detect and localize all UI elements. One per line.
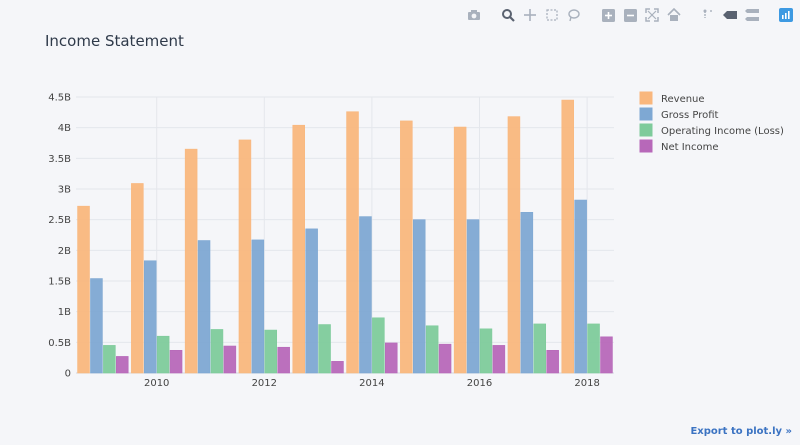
x-tick-label: 2010 <box>144 378 169 389</box>
y-tick-label: 2.5B <box>48 215 71 226</box>
bar-gross-profit-2009 <box>90 278 103 374</box>
y-tick-label: 3.5B <box>48 154 71 165</box>
zoom-out-icon[interactable] <box>622 7 638 23</box>
legend-label: Net Income <box>661 142 719 153</box>
bar-operating-income-loss-2014 <box>372 317 385 374</box>
bar-gross-profit-2010 <box>143 260 157 374</box>
export-link[interactable]: Export to plot.ly » <box>690 426 792 437</box>
plotly-logo-icon[interactable] <box>778 7 794 23</box>
x-tick-label: 2014 <box>359 378 384 389</box>
bar-net-income-2012 <box>277 346 290 374</box>
bar-gross-profit-2016 <box>466 219 480 374</box>
bar-net-income-2014 <box>385 342 398 374</box>
reset-axes-icon[interactable] <box>666 7 682 23</box>
bar-net-income-2016 <box>492 345 506 374</box>
bar-operating-income-loss-2015 <box>425 325 439 374</box>
y-tick-label: 4B <box>58 123 71 134</box>
spike-lines-icon[interactable] <box>700 7 716 23</box>
x-tick-label: 2012 <box>252 378 277 389</box>
y-tick-label: 4.5B <box>48 93 71 104</box>
y-tick-label: 1B <box>58 307 71 318</box>
legend-swatch <box>639 107 653 121</box>
bar-net-income-2009 <box>116 356 129 374</box>
hover-closest-icon[interactable] <box>722 7 738 23</box>
bar-operating-income-loss-2018 <box>587 323 600 374</box>
y-tick-label: 0.5B <box>48 338 71 349</box>
bar-operating-income-loss-2009 <box>103 345 116 374</box>
x-tick-label: 2018 <box>574 378 599 389</box>
bar-net-income-2013 <box>331 361 344 374</box>
autoscale-icon[interactable] <box>644 7 660 23</box>
y-tick-label: 3B <box>58 185 71 196</box>
bar-revenue-2014 <box>346 111 359 374</box>
legend-label: Gross Profit <box>661 110 719 121</box>
bar-revenue-2016 <box>453 126 467 374</box>
bar-net-income-2011 <box>223 345 237 374</box>
bar-net-income-2018 <box>600 336 613 374</box>
lasso-icon[interactable] <box>566 7 582 23</box>
chart-title: Income Statement <box>45 32 184 50</box>
bar-operating-income-loss-2011 <box>210 329 224 374</box>
legend-swatch <box>639 123 653 137</box>
bar-revenue-2010 <box>131 183 144 374</box>
pan-icon[interactable] <box>522 7 538 23</box>
bar-revenue-2013 <box>292 124 305 374</box>
bar-operating-income-loss-2017 <box>533 323 547 374</box>
bar-revenue-2017 <box>507 116 521 374</box>
bar-revenue-2015 <box>400 120 413 374</box>
bar-gross-profit-2018 <box>574 199 587 374</box>
bar-gross-profit-2014 <box>359 216 372 374</box>
camera-icon[interactable] <box>466 7 482 23</box>
legend-swatch <box>639 91 653 105</box>
bar-revenue-2012 <box>238 139 252 374</box>
box-select-icon[interactable] <box>544 7 560 23</box>
legend-label: Operating Income (Loss) <box>661 126 784 137</box>
bar-net-income-2015 <box>438 343 452 374</box>
bar-operating-income-loss-2010 <box>156 335 170 374</box>
y-tick-label: 0 <box>65 369 71 380</box>
bar-gross-profit-2015 <box>412 219 426 374</box>
bar-revenue-2011 <box>184 148 198 374</box>
bar-gross-profit-2017 <box>520 212 534 374</box>
bar-gross-profit-2012 <box>251 239 265 374</box>
legend-label: Revenue <box>661 94 705 105</box>
zoom-icon[interactable] <box>500 7 516 23</box>
legend-swatch <box>639 139 653 153</box>
y-tick-label: 2B <box>58 246 71 257</box>
bar-gross-profit-2013 <box>305 228 318 374</box>
bar-net-income-2017 <box>546 350 559 374</box>
modebar <box>466 6 794 24</box>
bar-revenue-2009 <box>77 205 90 374</box>
bar-operating-income-loss-2013 <box>318 324 331 374</box>
zoom-in-icon[interactable] <box>600 7 616 23</box>
bar-operating-income-loss-2012 <box>264 329 278 374</box>
bar-gross-profit-2011 <box>197 240 211 374</box>
hover-compare-icon[interactable] <box>744 7 760 23</box>
bar-operating-income-loss-2016 <box>479 328 493 374</box>
x-tick-label: 2016 <box>467 378 492 389</box>
bar-revenue-2018 <box>561 99 574 374</box>
y-tick-label: 1.5B <box>48 277 71 288</box>
bar-net-income-2010 <box>169 350 183 374</box>
